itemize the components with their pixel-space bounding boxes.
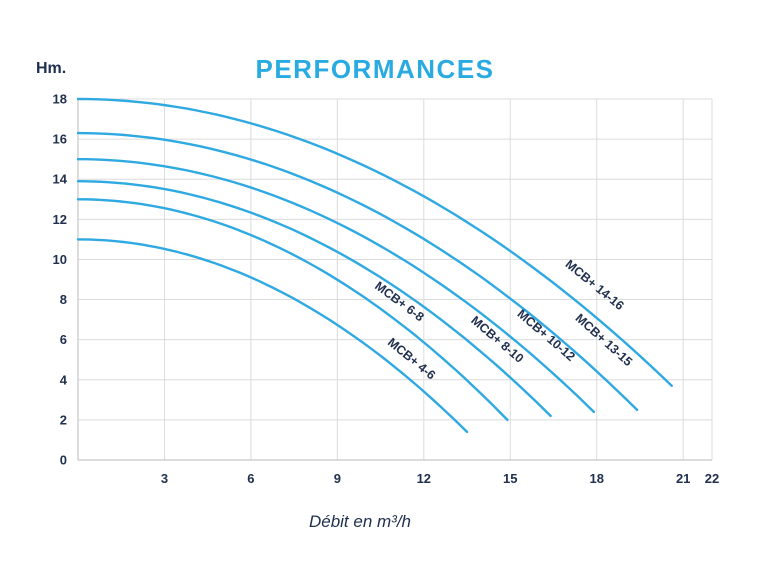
svg-text:18: 18 [589,471,603,486]
svg-text:0: 0 [60,453,67,468]
svg-text:10: 10 [53,252,67,267]
y-tick-labels: 0 2 4 6 8 10 12 14 16 18 [53,92,68,468]
y-axis-label: Hm. [36,60,67,77]
svg-text:2: 2 [60,412,67,427]
curve-mcb-6-8 [76,198,509,422]
x-axis-label: Débit en m³/h [308,512,412,531]
svg-text:6: 6 [60,332,67,347]
svg-text:4: 4 [60,372,68,387]
grid [78,98,713,461]
svg-text:12: 12 [53,212,67,227]
curve-mcb-8-10 [76,179,552,418]
x-tick-labels: 3 6 9 12 15 18 21 22 [161,471,719,486]
svg-text:16: 16 [53,132,67,147]
chart-title: PERFORMANCES [255,54,495,84]
svg-text:22: 22 [705,471,719,486]
svg-text:15: 15 [503,471,517,486]
svg-text:18: 18 [53,92,67,107]
curve-mcb-14-16 [76,97,673,387]
svg-text:9: 9 [334,471,341,486]
svg-text:3: 3 [161,471,168,486]
svg-text:6: 6 [247,471,254,486]
curve-label-mcb-14-16: MCB+ 14-16 [563,257,627,313]
svg-text:21: 21 [676,471,690,486]
curve-mcb-10-12 [76,157,595,414]
curve-label-mcb-4-6: MCB+ 4-6 [385,335,438,382]
axes [77,99,712,461]
svg-text:14: 14 [53,172,68,187]
svg-text:8: 8 [60,292,67,307]
curve-mcb-13-15 [76,131,639,412]
curve-mcb-4-6 [76,238,469,434]
svg-text:12: 12 [417,471,431,486]
